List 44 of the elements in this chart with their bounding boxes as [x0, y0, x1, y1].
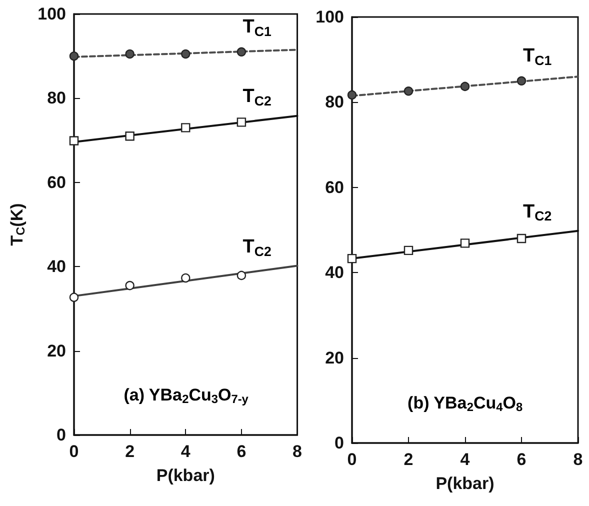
- y-tick-label: 80: [47, 88, 66, 108]
- x-axis-title: P(kbar): [156, 466, 215, 485]
- x-tick-label: 0: [69, 442, 79, 461]
- point: [69, 136, 79, 146]
- x-tick-label: 2: [404, 450, 414, 469]
- point: [236, 118, 246, 127]
- point: [347, 254, 357, 264]
- point: [404, 86, 414, 96]
- x-tick-label: 4: [460, 450, 470, 469]
- y-tick-label: 40: [47, 257, 66, 276]
- y-tick-label: 20: [325, 348, 344, 368]
- point: [181, 49, 190, 59]
- y-tick-label: 60: [325, 178, 344, 197]
- x-tick-label: 8: [292, 442, 302, 461]
- point: [404, 246, 414, 256]
- point: [347, 90, 357, 100]
- y-tick-label: 40: [325, 263, 344, 282]
- y-tick-label: 80: [325, 92, 344, 112]
- point: [125, 131, 134, 141]
- x-tick-label: 8: [573, 450, 583, 469]
- y-tick-label: 20: [47, 341, 66, 360]
- point: [236, 270, 246, 280]
- y-tick-label: 100: [38, 4, 66, 24]
- point: [236, 47, 246, 56]
- point: [516, 76, 526, 86]
- x-tick-label: 4: [180, 442, 191, 461]
- x-axis-title: P(kbar): [436, 474, 494, 493]
- y-tick-label: 0: [56, 426, 66, 444]
- y-tick-label: 100: [316, 8, 344, 26]
- point: [69, 292, 79, 302]
- x-tick-label: 0: [347, 450, 357, 469]
- point: [125, 280, 134, 290]
- x-tick-label: 2: [125, 442, 135, 461]
- point: [460, 82, 470, 92]
- x-tick-label: 6: [516, 450, 526, 469]
- y-axis-title: TC(K): [7, 203, 28, 246]
- point: [181, 273, 190, 283]
- x-tick-label: 6: [236, 442, 246, 461]
- point: [181, 123, 190, 132]
- point: [460, 238, 470, 248]
- y-tick-label: 60: [47, 172, 66, 192]
- point: [516, 234, 526, 244]
- point: [125, 49, 134, 59]
- point: [69, 52, 79, 61]
